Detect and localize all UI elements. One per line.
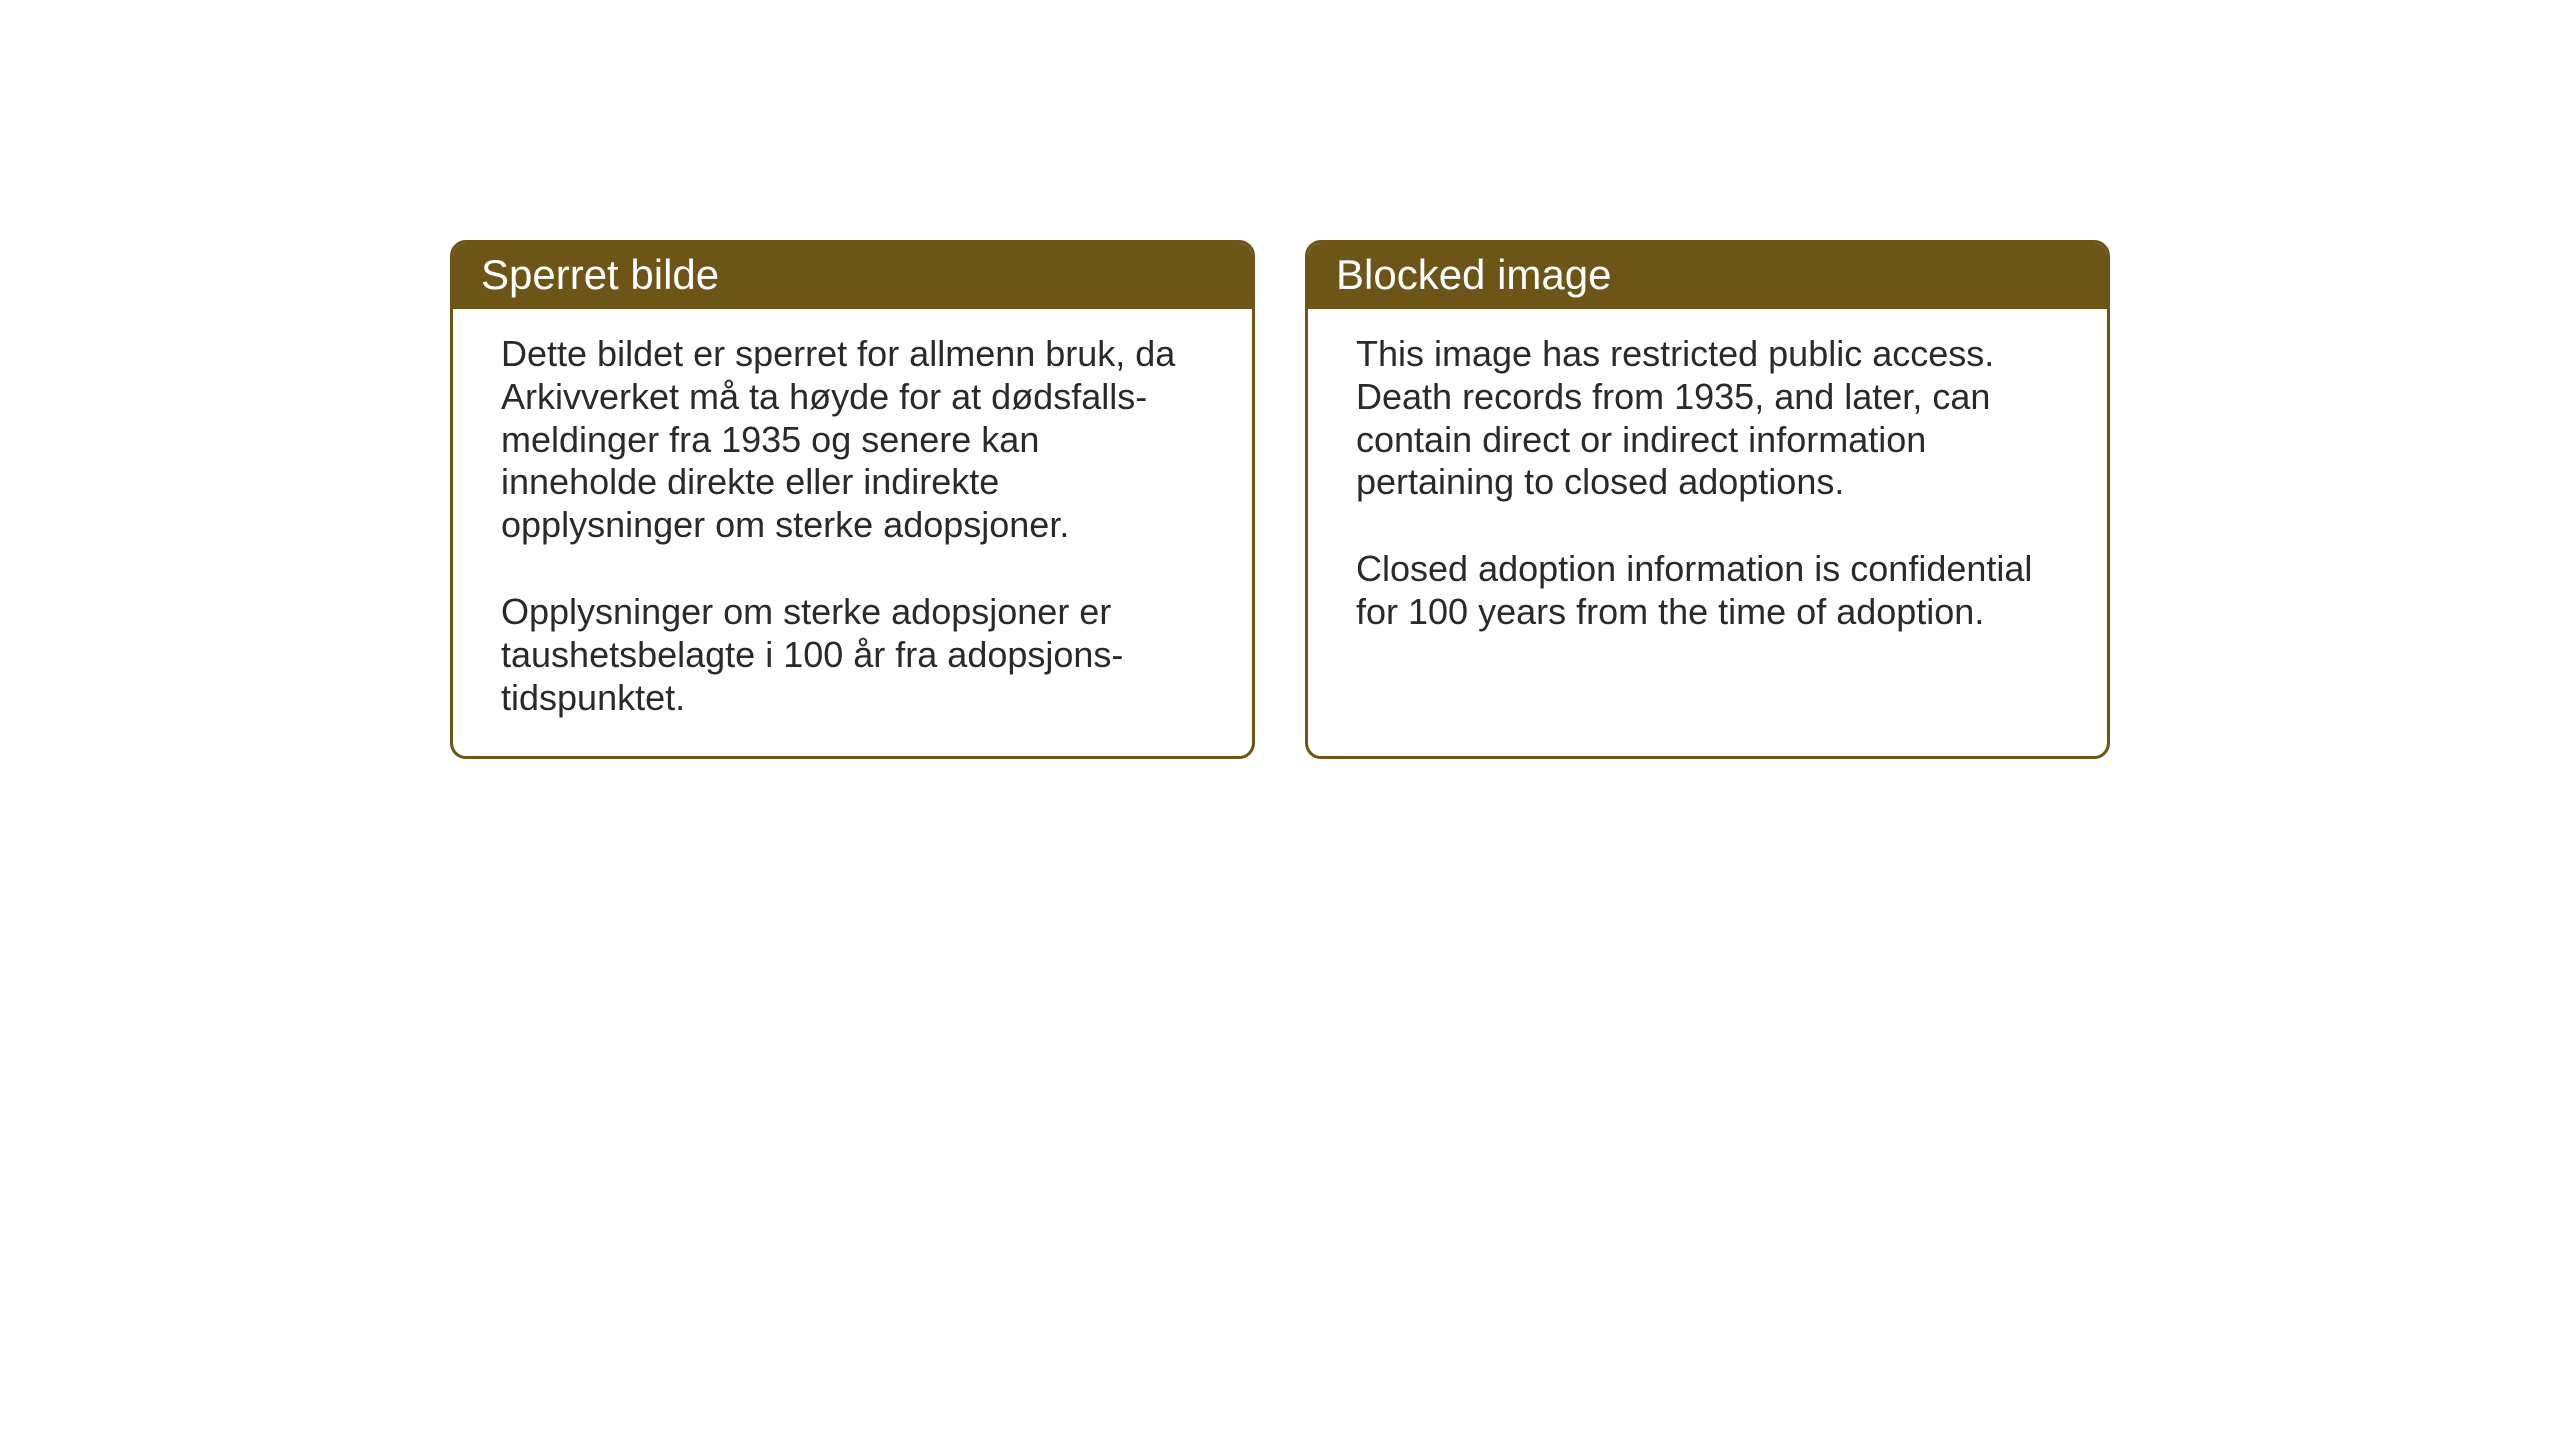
card-title-english: Blocked image <box>1336 251 1611 298</box>
card-header-norwegian: Sperret bilde <box>453 243 1252 309</box>
card-body-english: This image has restricted public access.… <box>1308 309 2107 749</box>
notice-card-norwegian: Sperret bilde Dette bildet er sperret fo… <box>450 240 1255 759</box>
card-paragraph-2-norwegian: Opplysninger om sterke adopsjoner er tau… <box>501 591 1204 719</box>
card-title-norwegian: Sperret bilde <box>481 251 719 298</box>
card-header-english: Blocked image <box>1308 243 2107 309</box>
notice-container: Sperret bilde Dette bildet er sperret fo… <box>0 0 2560 759</box>
card-paragraph-1-english: This image has restricted public access.… <box>1356 333 2059 504</box>
card-paragraph-2-english: Closed adoption information is confident… <box>1356 548 2059 634</box>
notice-card-english: Blocked image This image has restricted … <box>1305 240 2110 759</box>
card-body-norwegian: Dette bildet er sperret for allmenn bruk… <box>453 309 1252 756</box>
card-paragraph-1-norwegian: Dette bildet er sperret for allmenn bruk… <box>501 333 1204 547</box>
